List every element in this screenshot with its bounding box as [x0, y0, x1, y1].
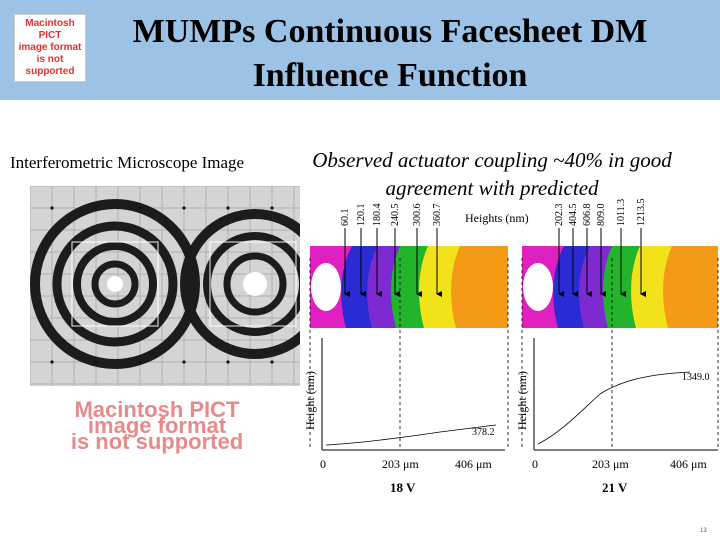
pict-line3: is not supported	[25, 54, 75, 77]
right-tick-3: 606.8	[582, 204, 593, 227]
left-profile-plot: Height (nm) 378.2 0 203 μm 406 μm 18 V	[303, 338, 505, 495]
pict-placeholder-logo: Macintosh PICT image format is not suppo…	[14, 14, 86, 82]
interferometer-caption: Interferometric Microscope Image	[10, 153, 245, 172]
right-tick-1: 202.3	[554, 204, 565, 227]
left-tick-3: 180.4	[372, 204, 383, 227]
right-voltage: 21 V	[602, 480, 628, 495]
right-colormap	[522, 246, 718, 328]
right-ylabel: Height (nm)	[515, 371, 529, 430]
pict-line1: Macintosh PICT	[25, 18, 75, 41]
left-xtick-0: 0	[320, 457, 326, 471]
slide-title: MUMPs Continuous Facesheet DM Influence …	[95, 10, 685, 98]
left-xtick-2: 406 μm	[455, 457, 492, 471]
right-xtick-0: 0	[532, 457, 538, 471]
title-line-2: Influence Function	[252, 57, 528, 94]
pict-large-line3: is not supported	[70, 429, 244, 454]
interferometer-image	[30, 186, 300, 386]
left-height-ticks: 60.1 120.1 180.4 240.5 300.6 360.7	[340, 204, 443, 227]
title-line-1: MUMPs Continuous Facesheet DM	[132, 13, 648, 50]
pict-line2: image format	[18, 42, 82, 53]
left-colormap	[310, 246, 508, 328]
left-tick-2: 120.1	[356, 204, 367, 227]
guide-lines	[309, 258, 719, 450]
right-xtick-1: 203 μm	[592, 457, 629, 471]
influence-function-figure: 60.1 120.1 180.4 240.5 300.6 360.7 Heigh…	[303, 199, 719, 495]
right-tick-2: 404.5	[568, 204, 579, 227]
heights-label: Heights (nm)	[465, 211, 529, 225]
left-voltage: 18 V	[390, 480, 416, 495]
right-profile-plot: Height (nm) 1349.0 0 203 μm 406 μm 21 V	[515, 338, 718, 495]
right-xtick-2: 406 μm	[670, 457, 707, 471]
left-tick-5: 300.6	[412, 204, 423, 227]
right-tick-6: 1213.5	[636, 199, 647, 227]
right-tick-4: 809.0	[596, 204, 607, 227]
coupling-observation: Observed actuator coupling ~40% in good …	[312, 148, 672, 200]
left-tick-4: 240.5	[390, 204, 401, 227]
left-peak-value: 378.2	[472, 427, 495, 438]
right-height-ticks: 202.3 404.5 606.8 809.0 1011.3 1213.5	[554, 199, 647, 227]
right-arrows	[558, 228, 646, 297]
pict-large-line2: image format	[87, 413, 227, 438]
left-tick-1: 60.1	[340, 209, 351, 227]
right-tick-5: 1011.3	[616, 199, 627, 226]
pict-placeholder-large: Macintosh PICT image format is not suppo…	[28, 397, 286, 454]
page-number: 13	[700, 528, 707, 534]
title-banner	[0, 0, 720, 100]
left-tick-6: 360.7	[432, 204, 443, 227]
left-xtick-1: 203 μm	[382, 457, 419, 471]
pict-large-line1: Macintosh PICT	[74, 397, 240, 422]
left-ylabel: Height (nm)	[303, 371, 317, 430]
right-peak-value: 1349.0	[682, 372, 710, 383]
left-arrows	[344, 228, 442, 297]
